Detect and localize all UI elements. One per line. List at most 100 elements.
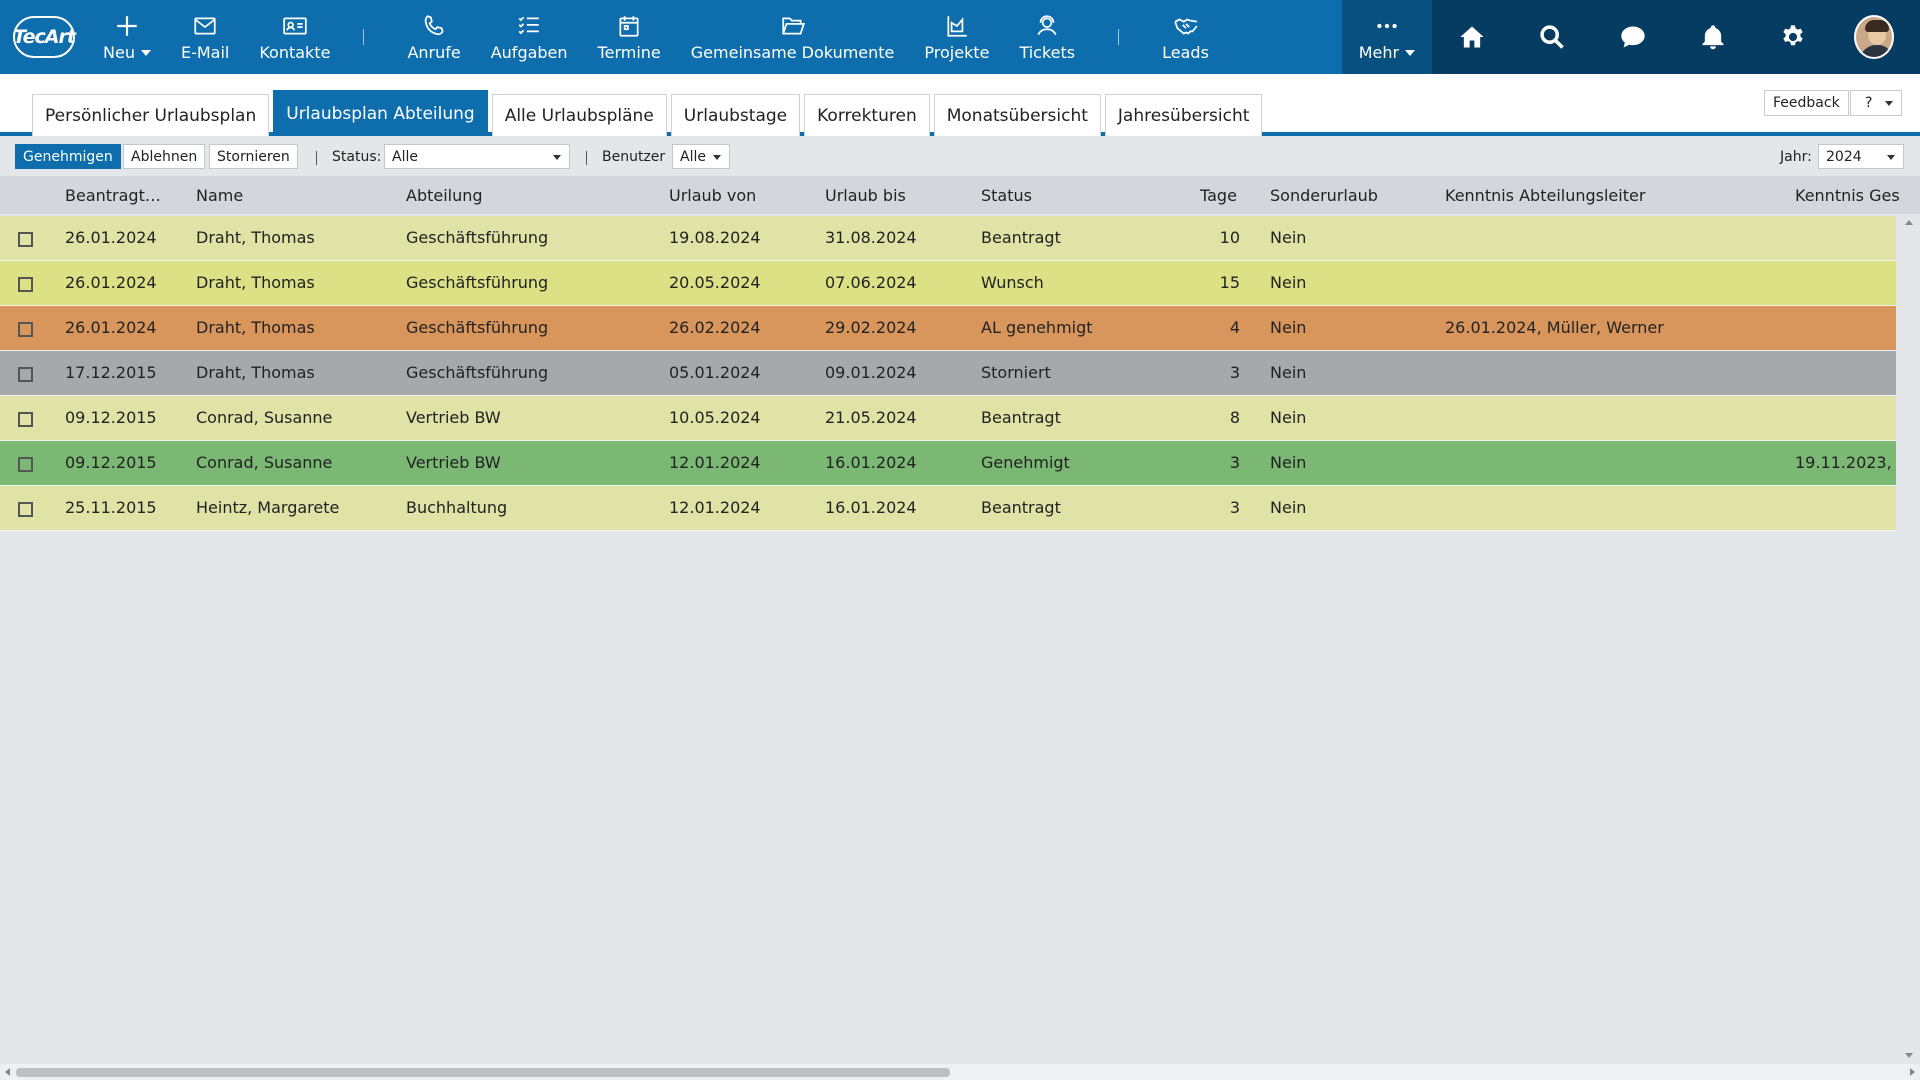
table-row[interactable]: 17.12.2015 Draht, Thomas Geschäftsführun… [0, 351, 1896, 396]
table-row[interactable]: 26.01.2024 Draht, Thomas Geschäftsführun… [0, 306, 1896, 351]
approve-button[interactable]: Genehmigen [15, 144, 121, 169]
cell-urlaub-von: 05.01.2024 [669, 363, 761, 382]
cell-name: Draht, Thomas [196, 363, 315, 382]
column-header-urlaub-bis[interactable]: Urlaub bis [825, 186, 906, 205]
nav-tickets-label: Tickets [1019, 42, 1076, 62]
cell-beantragt: 17.12.2015 [65, 363, 157, 382]
tab-korrekturen[interactable]: Korrekturen [804, 94, 930, 136]
status-filter-select[interactable]: Alle [384, 144, 570, 169]
user-filter-value: Alle [680, 148, 706, 165]
feedback-button[interactable]: Feedback [1764, 90, 1849, 116]
horizontal-scrollbar-thumb[interactable] [16, 1068, 950, 1077]
year-filter-label: Jahr: [1780, 149, 1812, 165]
row-checkbox[interactable] [18, 232, 33, 247]
chevron-down-icon [553, 155, 561, 160]
cell-status: Genehmigt [981, 453, 1070, 472]
nav-termine[interactable]: Termine [583, 0, 676, 74]
cell-name: Draht, Thomas [196, 228, 315, 247]
user-avatar-button[interactable] [1853, 15, 1894, 59]
row-checkbox[interactable] [18, 322, 33, 337]
tab-urlaubstage[interactable]: Urlaubstage [670, 94, 801, 136]
chat-button[interactable] [1613, 17, 1653, 57]
row-checkbox[interactable] [18, 502, 33, 517]
row-checkbox[interactable] [18, 457, 33, 472]
nav-tickets[interactable]: Tickets [1004, 0, 1090, 74]
horizontal-scrollbar[interactable] [0, 1064, 1920, 1080]
nav-dokumente[interactable]: Gemeinsame Dokumente [676, 0, 910, 74]
table-row[interactable]: 25.11.2015 Heintz, Margarete Buchhaltung… [0, 486, 1896, 531]
column-header-kenntnis-geschaeftsfuehrung[interactable]: Kenntnis Ges [1795, 186, 1900, 205]
nav-mehr[interactable]: Mehr [1341, 0, 1432, 84]
cell-tage: 10 [1219, 228, 1240, 247]
cell-tage: 3 [1229, 363, 1240, 382]
nav-dokumente-label: Gemeinsame Dokumente [690, 42, 895, 62]
cell-urlaub-bis: 21.05.2024 [825, 408, 917, 427]
user-filter-label: Benutzer [602, 149, 666, 165]
cell-urlaub-von: 20.05.2024 [669, 273, 761, 292]
row-checkbox[interactable] [18, 367, 33, 382]
scroll-down-arrow-icon[interactable] [1905, 1053, 1913, 1058]
cell-kenntnis-geschaeftsfuehrung-clip [1795, 306, 1896, 350]
cancel-button[interactable]: Stornieren [209, 144, 298, 169]
scroll-left-arrow-icon[interactable] [5, 1068, 10, 1076]
support-agent-icon [1037, 14, 1057, 35]
column-header-urlaub-von[interactable]: Urlaub von [669, 186, 757, 205]
tab-bar: Persönlicher Urlaubsplan Urlaubsplan Abt… [0, 74, 1920, 136]
search-icon [1540, 25, 1565, 49]
row-checkbox[interactable] [18, 277, 33, 292]
row-checkbox[interactable] [18, 412, 33, 427]
home-icon [1460, 26, 1484, 48]
table-row[interactable]: 09.12.2015 Conrad, Susanne Vertrieb BW 1… [0, 396, 1896, 441]
cell-urlaub-bis: 16.01.2024 [825, 498, 917, 517]
scroll-up-arrow-icon[interactable] [1905, 220, 1913, 225]
reject-button[interactable]: Ablehnen [123, 144, 206, 169]
home-button[interactable] [1452, 17, 1492, 57]
nav-termine-label: Termine [597, 42, 661, 62]
column-header-tage[interactable]: Tage [1200, 186, 1237, 205]
help-dropdown[interactable]: ? [1850, 90, 1902, 116]
table-row[interactable]: 09.12.2015 Conrad, Susanne Vertrieb BW 1… [0, 441, 1896, 486]
chevron-down-icon [1885, 101, 1893, 106]
nav-neu[interactable]: Neu [88, 0, 166, 74]
vertical-scrollbar[interactable] [1898, 214, 1920, 1064]
bell-icon [1702, 25, 1724, 50]
table-row[interactable]: 26.01.2024 Draht, Thomas Geschäftsführun… [0, 261, 1896, 306]
cell-urlaub-von: 26.02.2024 [669, 318, 761, 337]
nav-aufgaben[interactable]: Aufgaben [476, 0, 583, 74]
tab-urlaubsplan-abteilung[interactable]: Urlaubsplan Abteilung [273, 90, 488, 136]
column-header-name[interactable]: Name [196, 186, 244, 205]
folder-open-icon [781, 17, 805, 34]
cell-name: Draht, Thomas [196, 273, 315, 292]
cell-kenntnis-geschaeftsfuehrung-clip [1795, 261, 1896, 305]
tab-alle-urlaubsplaene[interactable]: Alle Urlaubspläne [491, 94, 667, 136]
scroll-right-arrow-icon[interactable] [1910, 1068, 1915, 1076]
column-header-abteilung[interactable]: Abteilung [406, 186, 483, 205]
nav-anrufe[interactable]: Anrufe [392, 0, 475, 74]
column-header-status[interactable]: Status [981, 186, 1032, 205]
nav-projekte[interactable]: Projekte [909, 0, 1004, 74]
cell-abteilung: Vertrieb BW [406, 408, 501, 427]
nav-mehr-label: Mehr [1358, 42, 1400, 62]
cell-sonderurlaub: Nein [1270, 498, 1307, 517]
tab-monatsuebersicht[interactable]: Monatsübersicht [933, 94, 1101, 136]
search-button[interactable] [1532, 17, 1572, 57]
tab-jahresuebersicht[interactable]: Jahresübersicht [1104, 94, 1263, 136]
tab-persoenlicher-urlaubsplan[interactable]: Persönlicher Urlaubsplan [32, 94, 270, 136]
nav-kontakte[interactable]: Kontakte [244, 0, 345, 74]
user-filter-select[interactable]: Alle [672, 144, 730, 169]
envelope-icon [194, 17, 216, 34]
column-header-sonderurlaub[interactable]: Sonderurlaub [1270, 186, 1378, 205]
column-header-beantragt[interactable]: Beantragt… [65, 186, 161, 205]
nav-leads[interactable]: Leads [1147, 0, 1224, 74]
year-filter-select[interactable]: 2024 [1818, 144, 1904, 169]
cell-abteilung: Vertrieb BW [406, 453, 501, 472]
notifications-button[interactable] [1693, 17, 1733, 57]
cell-tage: 8 [1229, 408, 1240, 427]
cell-tage: 3 [1229, 498, 1240, 517]
nav-email[interactable]: E-Mail [166, 0, 244, 74]
cell-abteilung: Geschäftsführung [406, 228, 549, 247]
table-row[interactable]: 26.01.2024 Draht, Thomas Geschäftsführun… [0, 216, 1896, 261]
column-header-kenntnis-abteilungsleiter[interactable]: Kenntnis Abteilungsleiter [1445, 186, 1646, 205]
tecart-logo[interactable]: TecArt [0, 0, 88, 74]
settings-button[interactable] [1773, 17, 1813, 57]
